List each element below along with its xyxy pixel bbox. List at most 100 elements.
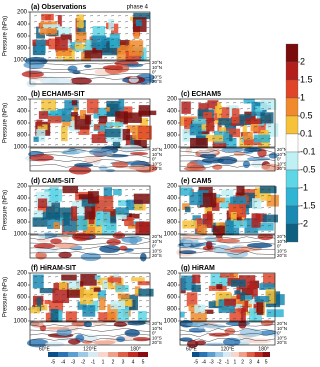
colorbar-label: 1.5 <box>300 74 313 84</box>
wind-vector <box>110 51 115 53</box>
wind-vector <box>75 144 80 146</box>
wind-vector <box>89 144 94 146</box>
wind-vector <box>68 219 73 221</box>
wind-vector <box>117 132 122 134</box>
wind-vector <box>131 312 136 314</box>
wind-vector <box>267 300 272 302</box>
panel-title: (c) ECHAM5 <box>181 91 221 98</box>
wind-vector <box>110 312 115 314</box>
lat-label: 10°S <box>277 248 287 253</box>
wind-vector <box>82 108 87 110</box>
wind-vector <box>239 300 244 302</box>
wind-vector <box>253 288 258 290</box>
wind-vector <box>232 108 237 110</box>
wind-vector <box>47 225 52 227</box>
wind-vector <box>260 201 265 203</box>
wind-vector <box>40 144 45 146</box>
contour-line <box>179 332 276 338</box>
wind-vector <box>253 300 258 302</box>
shading <box>248 299 257 305</box>
wind-vector <box>267 294 272 296</box>
wind-vector <box>82 33 87 35</box>
wind-vector <box>145 108 150 110</box>
shading <box>192 274 201 284</box>
wind-vector <box>197 231 202 233</box>
shading <box>190 310 207 324</box>
wind-vector <box>232 318 237 320</box>
wind-vector <box>82 213 87 215</box>
wind-vector <box>138 312 143 314</box>
wind-vector <box>33 195 38 197</box>
y-axis-label: Pressure (hPa) <box>3 16 9 56</box>
shading <box>108 19 115 31</box>
wind-vector <box>232 294 237 296</box>
wind-vector <box>211 138 216 140</box>
wind-vector <box>61 276 66 278</box>
wind-vector <box>82 318 87 320</box>
shading <box>35 304 48 311</box>
wind-vector <box>96 276 101 278</box>
wind-vector <box>33 213 38 215</box>
map-colorbar-label: 4 <box>257 359 260 365</box>
wind-vector <box>138 195 143 197</box>
wind-vector <box>218 132 223 134</box>
lat-label: 0° <box>152 244 157 249</box>
wind-vector <box>40 294 45 296</box>
wind-vector <box>110 213 115 215</box>
wind-vector <box>145 51 150 53</box>
wind-vector <box>197 213 202 215</box>
shading <box>94 275 101 280</box>
y-tick-label: 1000 <box>14 232 28 238</box>
shading <box>102 223 117 236</box>
wind-vector <box>61 120 66 122</box>
wind-vector <box>96 132 101 134</box>
wind-vector <box>75 120 80 122</box>
lat-label: 0° <box>277 244 282 249</box>
shading <box>73 43 91 50</box>
colorbar-segment <box>285 205 299 225</box>
lat-label: 20°S <box>152 253 162 258</box>
shading <box>216 284 223 289</box>
shading <box>44 300 50 305</box>
shading <box>212 197 225 203</box>
wind-vector <box>204 114 209 116</box>
wind-vector <box>204 318 209 320</box>
wind-vector <box>225 195 230 197</box>
shading <box>102 282 116 290</box>
wind-vector <box>33 45 38 47</box>
wind-vector <box>40 108 45 110</box>
wind-vector <box>232 120 237 122</box>
wind-vector <box>204 120 209 122</box>
wind-vector <box>183 114 188 116</box>
wind-vector <box>89 57 94 59</box>
wind-vector <box>145 276 150 278</box>
wind-vector <box>138 219 143 221</box>
shading <box>184 206 191 213</box>
wind-vector <box>124 144 129 146</box>
wind-vector <box>225 306 230 308</box>
wind-vector <box>253 108 258 110</box>
wind-vector <box>96 219 101 221</box>
shading <box>226 134 233 142</box>
wind-vector <box>103 39 108 41</box>
wind-vector <box>124 120 129 122</box>
shading <box>255 213 267 223</box>
wind-vector <box>225 138 230 140</box>
shading <box>200 192 217 208</box>
wind-vector <box>197 114 202 116</box>
map-colorbar-label: 5 <box>265 359 268 365</box>
wind-vector <box>232 276 237 278</box>
wind-vector <box>232 132 237 134</box>
x-tick-label: 120°E <box>83 346 97 352</box>
wind-vector <box>103 300 108 302</box>
wind-vector <box>61 213 66 215</box>
wind-vector <box>75 306 80 308</box>
x-tick-label: 180° <box>258 346 268 352</box>
wind-vector <box>124 114 129 116</box>
wind-vector <box>131 282 136 284</box>
shading <box>39 288 56 294</box>
wind-vector <box>96 39 101 41</box>
wind-vector <box>61 207 66 209</box>
wind-vector <box>131 102 136 104</box>
map-shading <box>127 320 146 326</box>
